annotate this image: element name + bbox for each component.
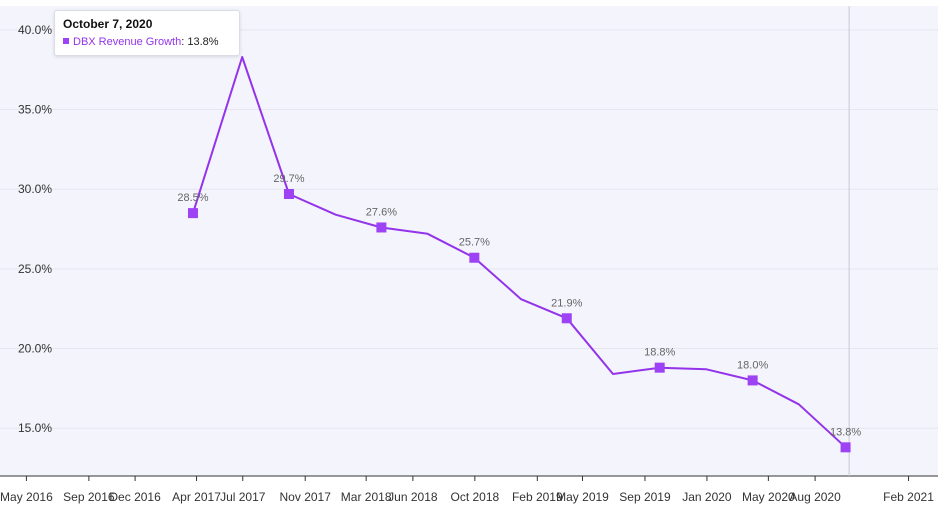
data-label: 21.9% — [551, 297, 582, 309]
data-label: 28.5% — [177, 192, 208, 204]
y-tick-label: 30.0% — [18, 182, 52, 196]
data-label: 13.8% — [830, 426, 861, 438]
x-tick-label: Mar 2018 — [341, 490, 392, 504]
hover-tooltip: October 7, 2020 DBX Revenue Growth: 13.8… — [54, 10, 240, 56]
x-tick-label: May 2016 — [0, 490, 53, 504]
x-tick-label: Sep 2019 — [619, 490, 671, 504]
data-point-marker — [747, 375, 758, 386]
x-tick-label: Feb 2019 — [512, 490, 563, 504]
data-label: 18.0% — [737, 359, 768, 371]
x-tick-label: Apr 2017 — [172, 490, 221, 504]
data-point-marker — [376, 222, 387, 233]
data-point-marker — [561, 313, 572, 324]
tooltip-series-name: DBX Revenue Growth — [73, 36, 182, 48]
data-point-marker — [654, 362, 665, 373]
tooltip-series-swatch — [63, 38, 69, 44]
plot-background — [0, 6, 938, 476]
x-tick-label: Nov 2017 — [280, 490, 332, 504]
tooltip-date: October 7, 2020 — [63, 17, 153, 31]
y-tick-label: 40.0% — [18, 23, 52, 37]
x-tick-label: May 2020 — [742, 490, 795, 504]
data-point-marker — [840, 442, 851, 453]
data-point-marker — [283, 189, 294, 199]
y-tick-label: 25.0% — [18, 262, 52, 276]
y-tick-label: 35.0% — [18, 103, 52, 117]
x-tick-label: Jul 2017 — [220, 490, 266, 504]
x-tick-label: May 2019 — [556, 490, 609, 504]
data-label: 29.7% — [273, 173, 304, 185]
y-tick-label: 20.0% — [18, 342, 52, 356]
x-tick-label: Feb 2021 — [883, 490, 934, 504]
data-label: 27.6% — [366, 206, 397, 218]
y-tick-label: 15.0% — [18, 421, 52, 435]
x-tick-label: Dec 2016 — [109, 490, 161, 504]
x-tick-label: Jun 2018 — [388, 490, 438, 504]
x-tick-label: Aug 2020 — [789, 490, 841, 504]
data-point-marker — [187, 208, 198, 219]
x-tick-label: Oct 2018 — [450, 490, 499, 504]
data-label: 25.7% — [459, 237, 490, 249]
series-line — [192, 56, 847, 449]
x-tick-label: Jan 2020 — [682, 490, 732, 504]
tooltip-value: 13.8% — [187, 36, 219, 48]
x-tick-label: Sep 2016 — [63, 490, 115, 504]
data-label: 18.8% — [644, 347, 675, 359]
data-point-marker — [469, 252, 480, 263]
tooltip-row: DBX Revenue Growth: 13.8% — [63, 36, 231, 48]
